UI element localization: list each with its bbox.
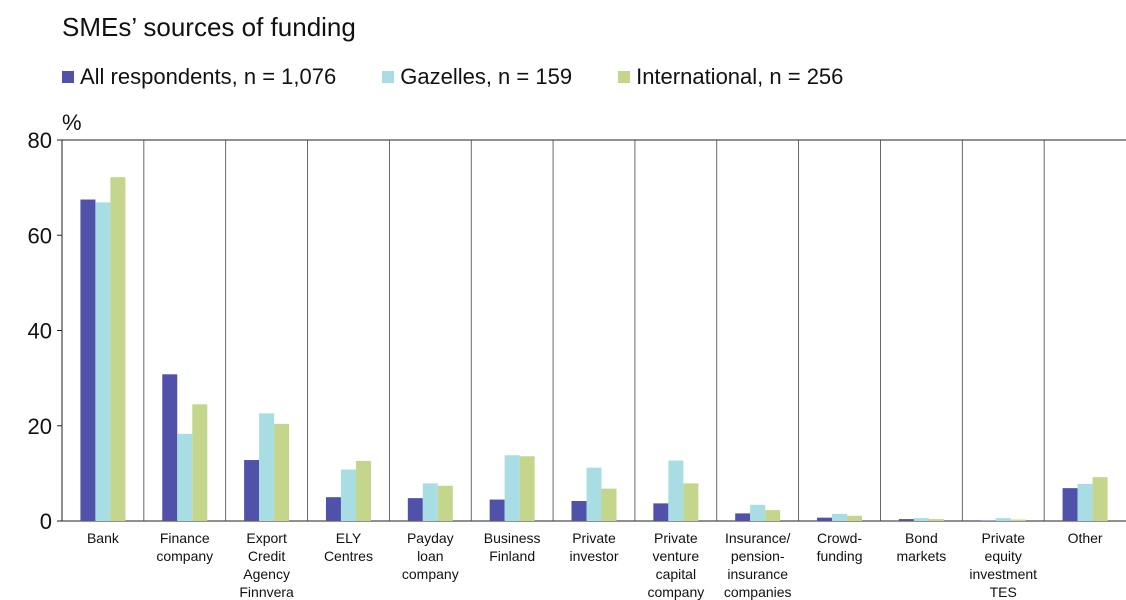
bar	[244, 460, 260, 521]
bar	[1062, 488, 1078, 521]
legend-label-all-respondents: All respondents, n = 1,076	[80, 64, 337, 89]
x-tick-label: Export Credit Agency Finnvera	[239, 530, 294, 600]
x-tick-label: Bank	[87, 530, 120, 546]
y-tick-label: 20	[28, 414, 52, 439]
x-tick-label: Insurance/pension-insurance companies	[724, 530, 792, 600]
bar	[504, 455, 520, 521]
bar	[162, 374, 178, 521]
legend-item-all-respondents: All respondents, n = 1,076	[62, 64, 336, 90]
bar	[340, 469, 356, 521]
bar	[274, 423, 290, 521]
legend-swatch-all-respondents	[62, 71, 74, 83]
legend-item-gazelles: Gazelles, n = 159	[382, 64, 572, 90]
x-tick-label: Payday loan company	[402, 530, 459, 582]
bar	[765, 510, 781, 521]
bar	[407, 498, 423, 521]
bar	[422, 483, 438, 521]
y-tick-label: 80	[28, 128, 52, 153]
x-tick-label: Private venture capital company	[647, 530, 704, 600]
x-tick-label: Bond markets	[896, 530, 946, 564]
legend-label-international: International, n = 256	[636, 64, 844, 89]
bar	[192, 404, 208, 521]
bar	[735, 513, 751, 521]
bar	[325, 497, 341, 521]
y-tick-label: 0	[40, 509, 52, 534]
y-tick-label: 40	[28, 319, 52, 344]
y-axis-unit: %	[62, 110, 82, 135]
x-tick-label: Business Finland	[484, 530, 541, 564]
legend-label-gazelles: Gazelles, n = 159	[400, 64, 573, 89]
y-tick-label: 60	[28, 223, 52, 248]
bar	[1010, 519, 1026, 521]
legend-swatch-international	[618, 71, 631, 83]
bar	[750, 504, 766, 521]
bar	[601, 488, 617, 521]
bar	[847, 515, 863, 521]
bar	[1077, 483, 1093, 521]
bar	[259, 413, 275, 521]
x-tick-label: Private investor	[569, 530, 618, 564]
bar	[95, 202, 111, 522]
x-tick-label: Finance company	[156, 530, 213, 564]
bar	[913, 518, 929, 521]
legend-swatch-gazelles	[382, 71, 395, 83]
bar	[437, 485, 453, 521]
bar	[586, 467, 602, 521]
bar	[489, 499, 505, 521]
legend-item-international: International, n = 256	[618, 64, 843, 90]
bar	[995, 518, 1011, 521]
bar	[1092, 477, 1108, 521]
bar	[80, 199, 96, 521]
x-tick-label: Other	[1068, 530, 1103, 546]
legend: All respondents, n = 1,076 Gazelles, n =…	[62, 64, 843, 90]
bar	[653, 503, 669, 521]
bar	[177, 433, 193, 521]
bar	[817, 517, 833, 521]
bar	[668, 460, 684, 521]
bar	[898, 519, 914, 521]
bar	[571, 500, 587, 521]
bar	[355, 460, 371, 521]
bar	[928, 519, 944, 521]
bar	[519, 456, 535, 521]
bar	[110, 177, 126, 521]
chart-title: SMEs’ sources of funding	[62, 12, 356, 42]
x-tick-label: Private equity investment TES	[969, 530, 1037, 600]
bar	[683, 483, 699, 521]
x-tick-label: ELY Centres	[324, 530, 373, 564]
bar	[832, 513, 848, 521]
x-tick-label: Crowd-funding	[817, 530, 863, 564]
